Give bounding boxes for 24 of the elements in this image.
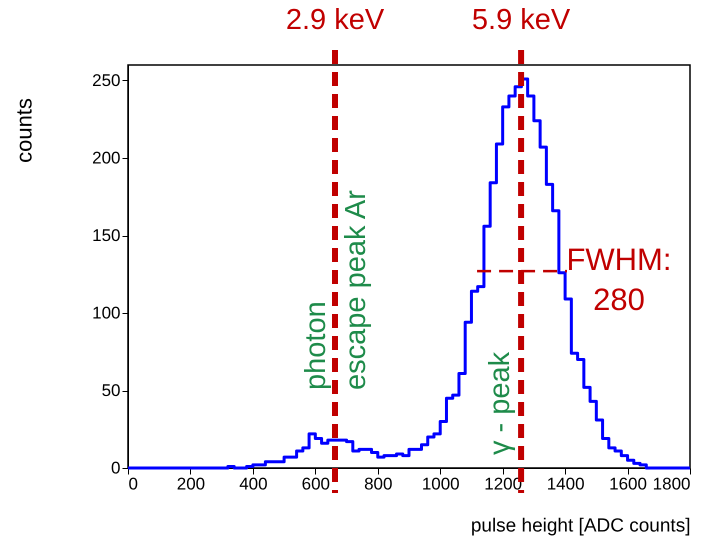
x-tick-label: 1000 [422, 474, 460, 494]
x-tick-label: 1200 [484, 474, 522, 494]
ref-line-label: 2.9 keV [286, 4, 385, 36]
y-tick-label: 150 [92, 226, 120, 245]
y-tick-label: 100 [92, 304, 120, 322]
x-tick-label: 1600 [609, 474, 647, 494]
annotation: photon [300, 301, 332, 390]
x-tick-label: 600 [302, 474, 330, 494]
x-axis-title: pulse height [ADC counts] [470, 516, 690, 536]
x-tick-label: 1800 [652, 474, 690, 494]
annotation: γ - peak [484, 351, 516, 455]
y-axis-title: counts [12, 98, 36, 163]
x-tick-label: 400 [239, 474, 268, 494]
x-tick-label: 1400 [546, 474, 585, 494]
annotation: escape peak Ar [340, 190, 372, 390]
y-tick-label: 200 [92, 148, 120, 168]
y-tick-label: 50 [102, 381, 120, 400]
series-label: FWHM: 280 [566, 242, 672, 318]
y-tick-label: 0 [111, 458, 120, 478]
x-tick-label: 0 [128, 474, 138, 494]
x-tick-label: 800 [364, 474, 392, 494]
y-tick-label: 250 [92, 71, 120, 90]
ref-line-label: 5.9 keV [472, 4, 571, 36]
x-tick-label: 200 [176, 474, 206, 494]
